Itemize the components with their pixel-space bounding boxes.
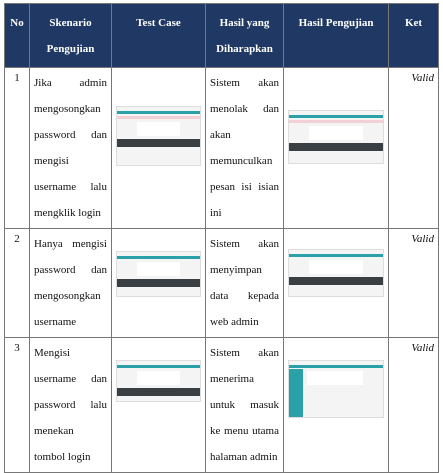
row-number: 2 — [4, 228, 30, 338]
screenshot-part — [289, 254, 383, 257]
screenshot-part — [117, 139, 200, 147]
screenshot-part — [116, 251, 201, 297]
screenshot-part — [289, 365, 383, 368]
scenario: Hanya mengisi password dan mengosongkan … — [29, 228, 112, 338]
screenshot-part — [117, 111, 200, 114]
row-number: 3 — [4, 337, 30, 473]
screenshot-part — [137, 371, 180, 385]
row: 3 Mengisi username dan password lalu mene… — [4, 337, 439, 473]
test-case-screenshot — [111, 228, 206, 338]
screenshot-part — [117, 256, 200, 259]
header-cell: Test Case — [111, 3, 206, 68]
screenshot-part — [289, 115, 383, 118]
screenshot-part — [288, 110, 384, 164]
screenshot-part — [117, 279, 200, 287]
header-cell: Skenario Pengujian — [29, 3, 112, 68]
result-screenshot — [283, 337, 389, 473]
row-number: 1 — [4, 67, 30, 229]
screenshot-part — [289, 369, 303, 417]
test-case-screenshot — [111, 337, 206, 473]
screenshot-part — [117, 365, 200, 368]
status: Valid — [388, 67, 439, 229]
result-screenshot — [283, 228, 389, 338]
screenshot-part — [289, 277, 383, 285]
screenshot-part — [116, 360, 201, 402]
screenshot-part — [116, 106, 201, 166]
header-cell: No — [4, 3, 30, 68]
screenshot-part — [137, 122, 180, 136]
expected-result: Sistem akan menyimpan data kepada web ad… — [205, 228, 284, 338]
screenshot-part — [289, 143, 383, 151]
expected-result: Sistem akan menolak dan akan memunculkan… — [205, 67, 284, 229]
screenshot-part — [137, 262, 180, 276]
page: No Skenario Pengujian Test Case Hasil yang … — [4, 3, 439, 473]
status: Valid — [388, 228, 439, 338]
screenshot-part — [309, 126, 363, 140]
scenario: Jika admin mengosongkan password dan men… — [29, 67, 112, 229]
row: 2 Hanya mengisi password dan mengosongkan… — [4, 228, 439, 338]
header-row: No Skenario Pengujian Test Case Hasil yang … — [4, 3, 439, 68]
screenshot-part — [288, 360, 384, 418]
header-cell: Hasil yang Diharapkan — [205, 3, 284, 68]
header-cell: Hasil Pengujian — [283, 3, 389, 68]
screenshot-part — [309, 260, 363, 274]
screenshot-part — [307, 371, 363, 385]
test-case-screenshot — [111, 67, 206, 229]
screenshot-part — [288, 249, 384, 297]
result-screenshot — [283, 67, 389, 229]
screenshot-part — [117, 388, 200, 396]
screenshot-part — [289, 120, 383, 123]
status: Valid — [388, 337, 439, 473]
row: 1 Jika admin mengosongkan password dan me… — [4, 67, 439, 229]
test-table: No Skenario Pengujian Test Case Hasil yang … — [4, 3, 439, 473]
scenario: Mengisi username dan password lalu menek… — [29, 337, 112, 473]
header-cell: Ket — [388, 3, 439, 68]
screenshot-part — [117, 116, 200, 119]
expected-result: Sistem akan menerima untuk masuk ke menu… — [205, 337, 284, 473]
